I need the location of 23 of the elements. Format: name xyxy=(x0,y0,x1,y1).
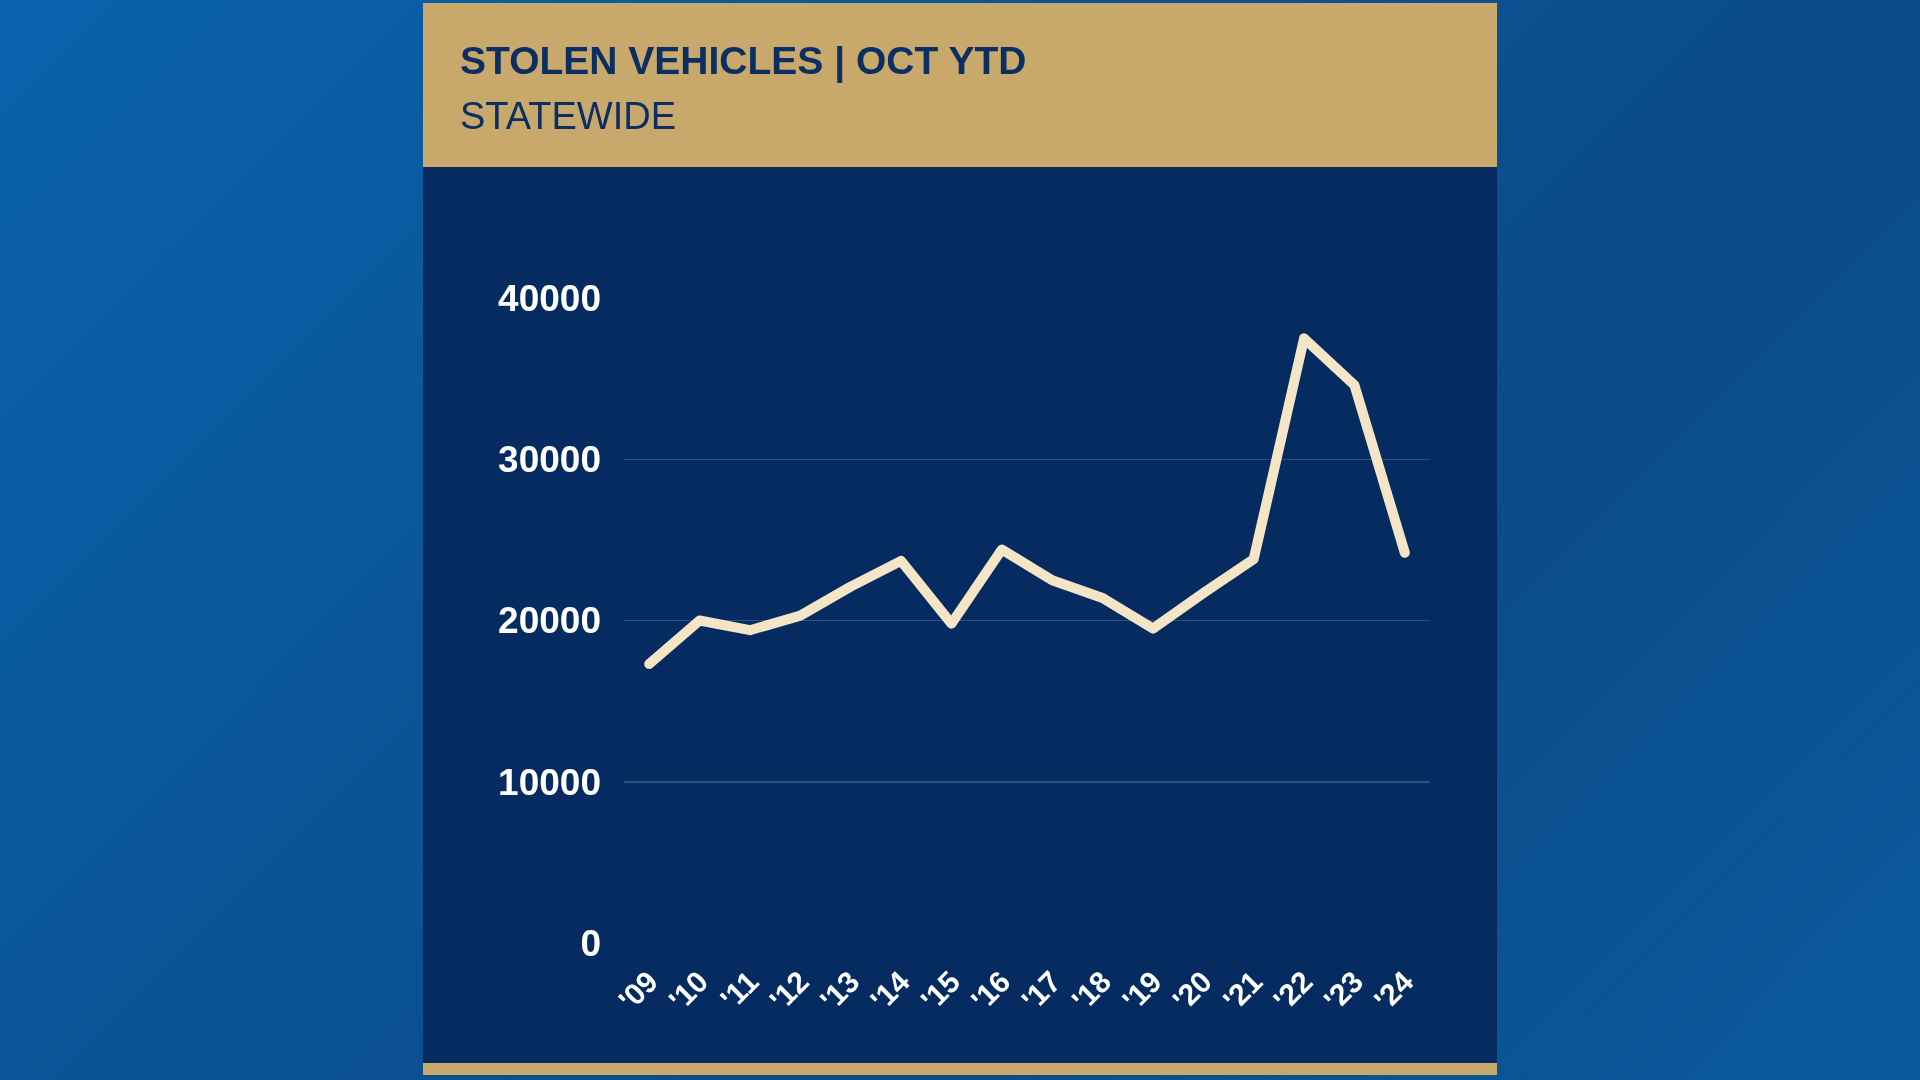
x-tick-label: '17 xyxy=(1015,964,1068,1017)
y-tick-label: 10000 xyxy=(498,761,601,803)
x-tick-label: '14 xyxy=(863,964,917,1017)
y-tick-label: 30000 xyxy=(498,439,601,481)
x-tick-label: '11 xyxy=(713,964,765,1016)
x-tick-label: '19 xyxy=(1115,964,1168,1017)
x-tick-label: '20 xyxy=(1166,964,1219,1017)
x-tick-label: '10 xyxy=(662,964,715,1017)
y-tick-label: 40000 xyxy=(498,277,601,319)
x-tick-label: '23 xyxy=(1317,964,1370,1017)
y-tick-label: 0 xyxy=(580,922,601,964)
x-tick-label: '24 xyxy=(1367,964,1420,1017)
x-tick-label: '15 xyxy=(914,964,967,1017)
x-tick-label: '22 xyxy=(1266,964,1319,1017)
x-tick-label: '12 xyxy=(763,964,816,1017)
x-tick-label: '13 xyxy=(813,964,866,1017)
chart-subtitle: STATEWIDE xyxy=(460,95,677,137)
x-tick-label: '09 xyxy=(612,964,665,1017)
chart-title: STOLEN VEHICLES | OCT YTD xyxy=(460,39,1027,82)
y-tick-label: 20000 xyxy=(498,600,601,642)
x-tick-label: '18 xyxy=(1065,964,1118,1017)
x-tick-label: '16 xyxy=(964,964,1017,1017)
x-tick-label: '21 xyxy=(1216,964,1269,1017)
